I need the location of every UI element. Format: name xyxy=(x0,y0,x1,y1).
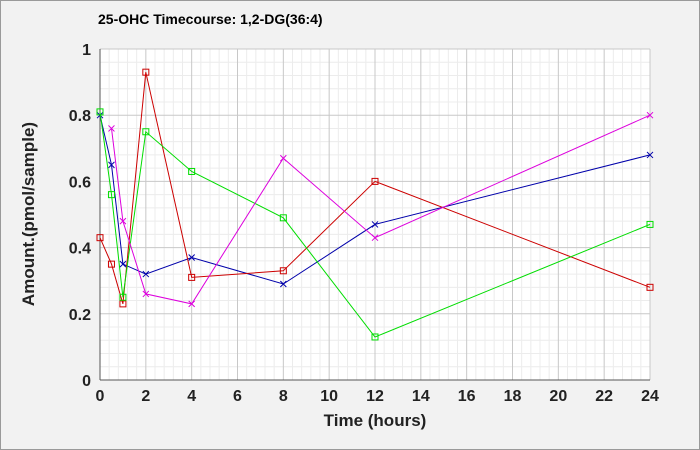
series-3 xyxy=(96,108,654,341)
data-point xyxy=(279,280,287,288)
data-point xyxy=(142,290,150,298)
data-point xyxy=(108,125,115,132)
x-tick-label: 22 xyxy=(595,388,613,405)
data-point xyxy=(119,300,127,308)
data-point xyxy=(371,221,379,228)
y-tick-label: 0.2 xyxy=(69,307,91,324)
data-point xyxy=(96,108,104,116)
x-axis-label: Time (hours) xyxy=(324,411,427,430)
chart-title: 25-OHC Timecourse: 1,2-DG(36:4) xyxy=(98,11,323,27)
data-point xyxy=(119,260,127,268)
y-tick-label: 1 xyxy=(82,42,91,59)
data-point xyxy=(96,234,104,242)
series-1 xyxy=(96,111,654,288)
data-point xyxy=(107,260,115,268)
data-point xyxy=(107,191,115,199)
data-point xyxy=(279,154,287,162)
data-point xyxy=(646,111,654,119)
data-point xyxy=(279,267,287,275)
x-tick-label: 6 xyxy=(233,388,242,405)
x-tick-label: 10 xyxy=(320,388,338,405)
x-tick-label: 16 xyxy=(458,388,476,405)
x-tick-label: 14 xyxy=(412,388,430,405)
x-tick-label: 20 xyxy=(549,388,567,405)
series-line xyxy=(99,111,651,338)
series-line xyxy=(99,72,651,305)
data-point xyxy=(188,254,196,261)
x-tick-label: 18 xyxy=(504,388,522,405)
data-point xyxy=(108,161,115,169)
data-point xyxy=(188,273,196,281)
x-tick-label: 2 xyxy=(141,388,150,405)
data-point xyxy=(646,151,654,159)
data-point xyxy=(188,300,196,308)
data-point xyxy=(279,214,287,222)
x-tick-label: 12 xyxy=(366,388,384,405)
data-point xyxy=(371,234,379,242)
data-point xyxy=(646,283,654,291)
x-tick-label: 4 xyxy=(187,388,196,405)
x-tick-label: 0 xyxy=(96,388,105,405)
y-tick-label: 0.4 xyxy=(69,241,91,258)
data-point xyxy=(142,68,150,76)
x-tick-label: 8 xyxy=(279,388,288,405)
data-point xyxy=(142,128,150,136)
data-point xyxy=(119,293,127,301)
series-line xyxy=(99,115,651,285)
y-tick-label: 0 xyxy=(82,373,91,390)
series-4 xyxy=(108,111,654,308)
series-2 xyxy=(96,68,654,308)
y-tick-label: 0.8 xyxy=(69,108,91,125)
data-point xyxy=(371,177,379,185)
data-point xyxy=(646,220,654,228)
y-axis-label: Amount.(pmol/sample) xyxy=(19,122,38,306)
x-tick-label: 24 xyxy=(641,388,659,405)
data-point xyxy=(371,333,379,341)
data-point xyxy=(188,167,196,175)
y-tick-label: 0.6 xyxy=(69,174,91,191)
data-point xyxy=(142,270,150,278)
data-point xyxy=(119,217,127,225)
